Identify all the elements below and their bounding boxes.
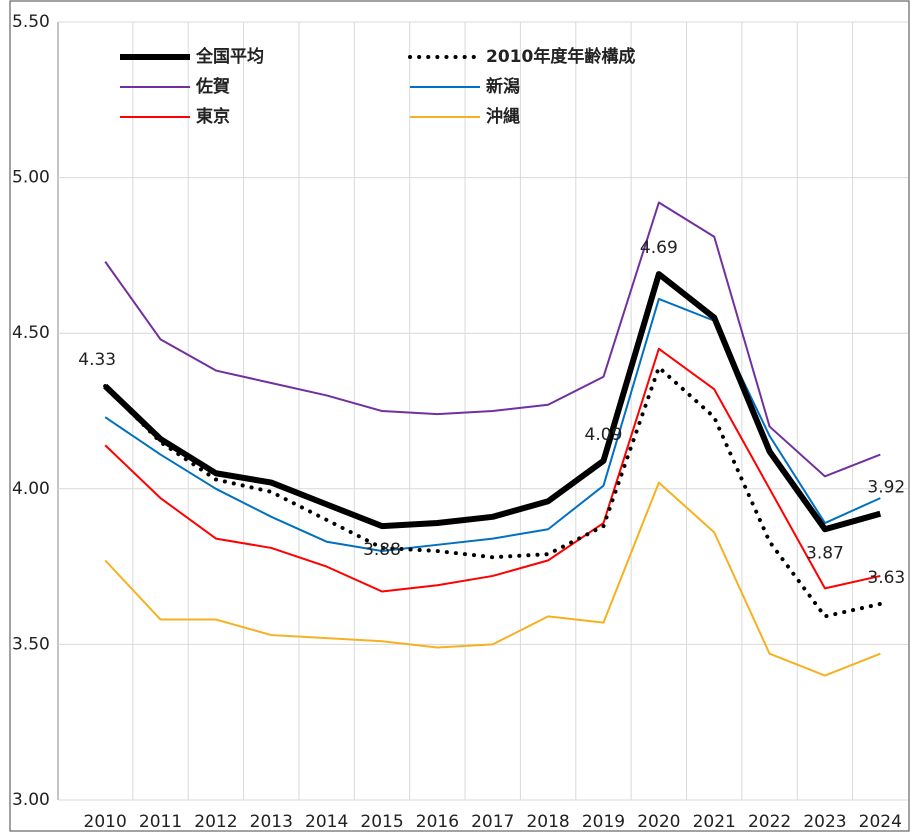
x-tick-label: 2016 — [416, 812, 459, 832]
x-tick-label: 2019 — [582, 812, 625, 832]
legend-label: 全国平均 — [195, 46, 264, 67]
legend-label: 2010年度年齢構成 — [486, 46, 635, 67]
x-tick-label: 2022 — [748, 812, 791, 832]
x-tick-label: 2023 — [803, 812, 846, 832]
data-label: 3.88 — [363, 540, 401, 560]
frame — [9, 0, 910, 832]
x-tick-label: 2015 — [360, 812, 403, 832]
series-line — [104, 201, 881, 478]
legend-label: 佐賀 — [195, 76, 230, 97]
y-tick-label: 3.00 — [12, 790, 50, 810]
x-tick-label: 2018 — [526, 812, 569, 832]
series-line — [104, 297, 881, 553]
data-label: 4.33 — [78, 350, 116, 370]
series-line — [104, 481, 881, 677]
y-tick-label: 4.50 — [12, 323, 50, 343]
x-tick-label: 2021 — [693, 812, 736, 832]
legend-label: 沖縄 — [486, 106, 520, 127]
legend-label: 東京 — [196, 106, 230, 127]
data-label: 3.63 — [867, 568, 905, 588]
series-line — [104, 347, 881, 593]
series-line — [103, 271, 882, 533]
x-tick-label: 2010 — [84, 812, 127, 832]
x-tick-label: 2013 — [250, 812, 293, 832]
x-tick-label: 2024 — [859, 812, 902, 832]
x-tick-label: 2017 — [471, 812, 514, 832]
y-tick-label: 4.00 — [12, 479, 50, 499]
x-tick-label: 2012 — [194, 812, 237, 832]
data-label: 4.69 — [640, 238, 678, 258]
x-tick-label: 2014 — [305, 812, 348, 832]
x-tick-label: 2020 — [637, 812, 680, 832]
x-tick-label: 2011 — [139, 812, 182, 832]
series-line — [103, 365, 883, 619]
y-tick-label: 5.50 — [12, 12, 50, 32]
legend-label: 新潟 — [486, 76, 520, 97]
data-label: 4.09 — [585, 425, 623, 445]
data-label: 3.92 — [867, 478, 905, 498]
data-label: 3.87 — [806, 543, 844, 563]
y-tick-label: 5.00 — [12, 168, 50, 188]
y-tick-label: 3.50 — [12, 634, 50, 654]
